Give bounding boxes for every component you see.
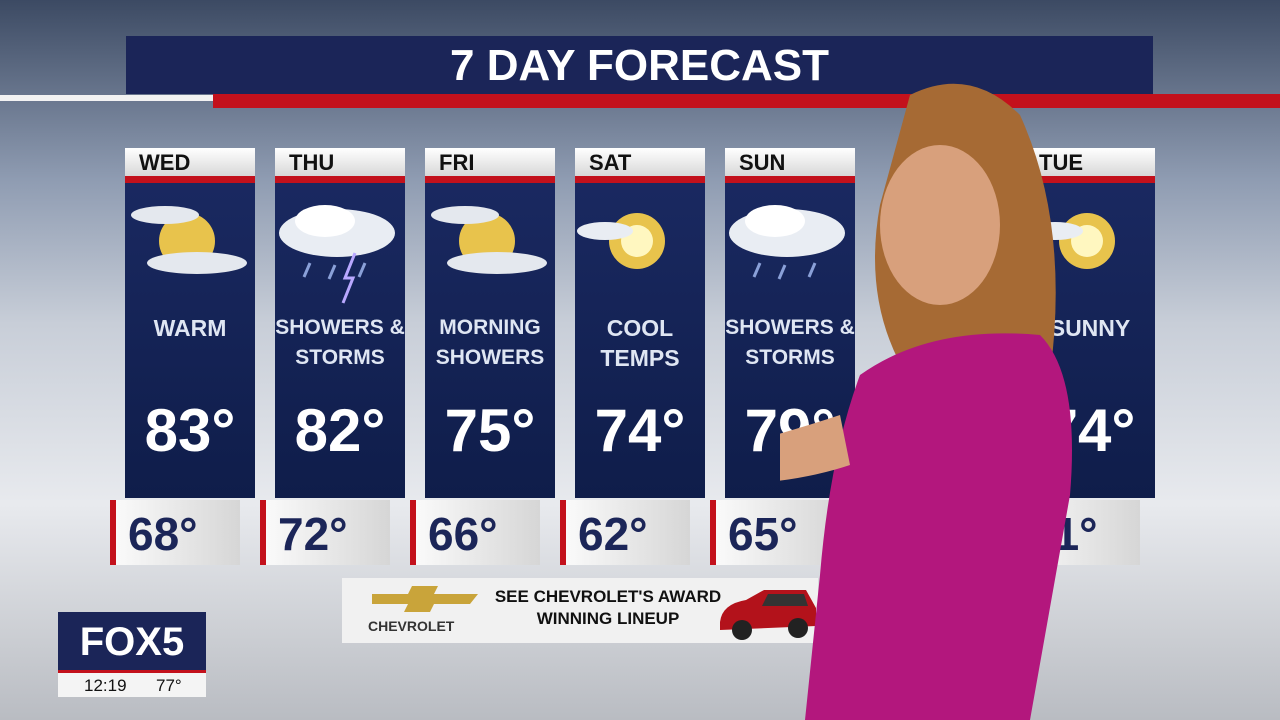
condition: SHOWERS & STORMS <box>725 316 855 369</box>
condition: MORNING SHOWERS <box>435 316 545 369</box>
day-label: WED <box>125 148 255 183</box>
title: 7 DAY FORECAST <box>126 36 1153 94</box>
day-label: SAT <box>575 148 705 183</box>
day-column: WED WARM 83° <box>125 148 255 498</box>
high-temp: 74° <box>594 397 686 464</box>
presenter <box>780 83 1072 720</box>
high-temp: 75° <box>444 397 536 464</box>
weather-icon <box>131 206 247 274</box>
low-temp: 62° <box>560 500 690 565</box>
condition: SUNNY <box>1049 315 1131 341</box>
condition: SHOWERS & STORMS <box>275 316 405 369</box>
high-temp: 83° <box>144 397 236 464</box>
low-temp: 68° <box>110 500 240 565</box>
time: 12:19 <box>84 676 127 695</box>
car-image <box>720 590 816 640</box>
current-temp: 77° <box>156 676 182 695</box>
day-label: SUN <box>725 148 855 183</box>
high-temp: 82° <box>294 397 386 464</box>
low-temp: 65° <box>710 500 840 565</box>
condition: COOL TEMPS <box>600 315 680 371</box>
ad-text: SEE CHEVROLET'S AWARD WINNING LINEUP <box>494 587 722 628</box>
day-column: FRI MORNING SHOWERS 75° <box>425 148 555 498</box>
day-column: SAT COOL TEMPS 74° <box>575 148 705 498</box>
accent-line <box>0 95 213 101</box>
condition: WARM <box>153 315 227 341</box>
accent-line <box>213 94 1280 108</box>
weather-icon <box>279 205 395 304</box>
low-temp: 72° <box>260 500 390 565</box>
brand-logo <box>372 586 478 612</box>
clock-bar: 12:19 77° <box>58 673 206 697</box>
day-label: TUE <box>1025 148 1155 183</box>
day-label: FRI <box>425 148 555 183</box>
ad-banner <box>342 578 818 643</box>
weather-icon <box>431 206 547 274</box>
weather-icon <box>729 205 845 280</box>
station-logo: FOX5 <box>58 612 206 673</box>
day-column: THU SHOWERS & STORMS 82° <box>275 148 405 498</box>
low-temp: 66° <box>410 500 540 565</box>
weather-icon <box>577 213 665 269</box>
ad-brand: CHEVROLET <box>368 618 455 634</box>
day-label: THU <box>275 148 405 183</box>
